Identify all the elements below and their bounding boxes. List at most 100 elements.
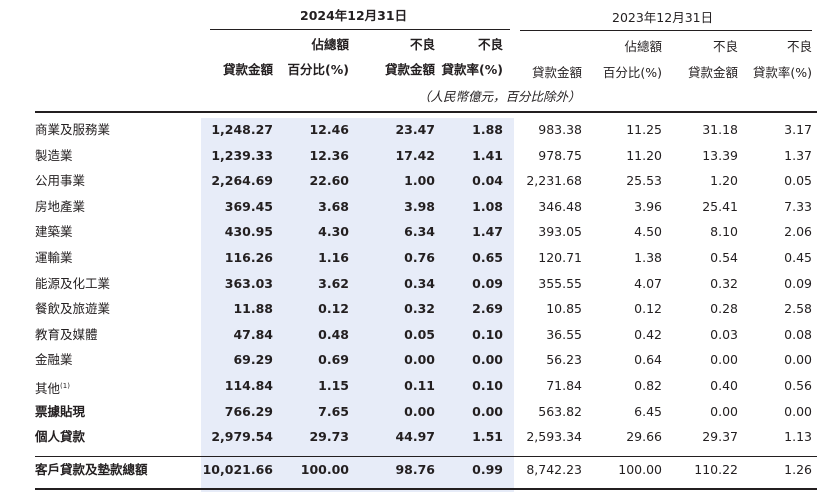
table-cell: 25.41	[702, 198, 738, 214]
row-label-text: 金融業	[35, 352, 73, 368]
table-cell: 2.58	[784, 301, 812, 317]
total-cell: 100.00	[300, 462, 349, 477]
table-cell: 11.88	[233, 301, 273, 317]
table-cell: 2.69	[472, 301, 503, 317]
table-cell: 8.10	[710, 224, 738, 240]
row-label: 運輸業	[35, 250, 73, 266]
table-cell: 0.00	[710, 403, 738, 419]
table-cell: 17.42	[395, 147, 435, 163]
table-cell: 3.17	[784, 122, 812, 137]
table-cell: 0.05	[784, 173, 812, 189]
table-cell: 0.42	[634, 326, 662, 342]
table-cell: 3.96	[634, 198, 662, 214]
row-label: 房地產業	[35, 199, 85, 215]
table-cell: 0.05	[404, 326, 435, 342]
table-cell: 114.84	[224, 378, 273, 393]
table-cell: 10.85	[546, 301, 582, 317]
table-cell: 1.16	[318, 250, 349, 265]
table-cell: 116.26	[224, 250, 273, 265]
table-cell: 7.33	[784, 198, 812, 214]
table-cell: 0.10	[472, 326, 503, 342]
table-row: 金融業 69.29 0.69 0.00 0.00 56.23 0.64 0.00 0.00	[0, 348, 830, 373]
table-row: 票據貼現 766.29 7.65 0.00 0.00 563.82 6.45 0.00 0.00	[0, 400, 830, 425]
table-cell: 1.20	[710, 173, 738, 189]
row-label-text: 個人貸款	[35, 429, 86, 445]
unit-note: （人民幣億元，百分比除外）	[418, 89, 581, 104]
table-cell: 6.34	[404, 224, 435, 240]
table-cell: 0.00	[784, 403, 812, 419]
table-cell: 369.45	[224, 198, 273, 214]
table-cell: 1.37	[784, 147, 812, 163]
header-2024-npl-bottom: 貸款金額	[384, 62, 435, 77]
table-cell: 36.55	[546, 326, 582, 342]
table-cell: 0.00	[472, 352, 503, 368]
table-cell: 0.09	[784, 275, 812, 291]
table-cell: 430.95	[224, 224, 273, 240]
row-label-text: 能源及化工業	[35, 275, 111, 291]
row-label-text: 公用事業	[35, 173, 86, 189]
row-label: 票據貼現	[35, 404, 85, 420]
header-bottom-rule	[35, 111, 817, 113]
table-cell: 71.84	[546, 378, 582, 393]
table-cell: 29.73	[309, 429, 349, 445]
table-cell: 563.82	[538, 403, 582, 419]
total-label: 客戶貸款及墊款總額	[35, 462, 148, 477]
table-bottom-rule	[35, 488, 817, 490]
table-cell: 3.62	[318, 275, 349, 291]
table-cell: 2.06	[784, 224, 812, 240]
row-label: 公用事業	[35, 173, 85, 189]
row-label: 個人貸款	[35, 429, 85, 445]
header-year-2023: 2023年12月31日	[612, 10, 714, 25]
table-cell: 0.45	[784, 250, 812, 265]
table-cell: 0.48	[318, 326, 349, 342]
table-row: 商業及服務業 1,248.27 12.46 23.47 1.88 983.38 11.25 3…	[0, 118, 830, 143]
row-label-text: 教育及媒體	[35, 326, 98, 342]
header-2023-nplr-bottom: 貸款率(%)	[752, 65, 812, 80]
table-cell: 1.15	[318, 378, 349, 393]
table-row: 能源及化工業 363.03 3.62 0.34 0.09 355.55 4.07 0.32 0.…	[0, 272, 830, 297]
row-label: 建築業	[35, 224, 73, 240]
table-cell: 2,593.34	[526, 429, 582, 445]
row-label-text: 製造業	[35, 147, 73, 163]
table-cell: 11.25	[626, 122, 662, 137]
table-cell: 0.09	[472, 275, 503, 291]
row-label: 其他(1)	[35, 378, 70, 397]
table-cell: 978.75	[538, 147, 582, 163]
table-cell: 4.30	[318, 224, 349, 240]
table-cell: 4.50	[634, 224, 662, 240]
table-cell: 983.38	[538, 122, 582, 137]
table-cell: 2,979.54	[211, 429, 273, 445]
table-cell: 47.84	[233, 326, 273, 342]
table-cell: 0.00	[404, 352, 435, 368]
header-2023-pct-bottom: 百分比(%)	[602, 65, 662, 80]
table-cell: 0.11	[404, 378, 435, 393]
row-label-text: 運輸業	[35, 250, 73, 265]
table-cell: 12.46	[309, 122, 349, 137]
table-cell: 44.97	[395, 429, 435, 445]
table-cell: 1.38	[634, 250, 662, 265]
table-cell: 1.51	[472, 429, 503, 445]
row-label-text: 房地產業	[35, 198, 86, 214]
table-cell: 1.88	[472, 122, 503, 137]
table-cell: 1,248.27	[211, 122, 273, 137]
header-2024-pct-top: 佔總額	[311, 37, 349, 52]
table-cell: 355.55	[538, 275, 582, 291]
table-cell: 0.65	[472, 250, 503, 265]
row-label-text: 商業及服務業	[35, 122, 111, 137]
total-top-rule	[35, 456, 817, 457]
table-cell: 6.45	[634, 403, 662, 419]
table-cell: 25.53	[626, 173, 662, 189]
header-2023-nplr-top: 不良	[786, 39, 812, 54]
table-cell: 1.08	[472, 198, 503, 214]
header-2024-loan: 貸款金額	[222, 62, 273, 77]
header-year-2024: 2024年12月31日	[300, 8, 408, 23]
table-cell: 0.64	[634, 352, 662, 368]
table-cell: 766.29	[224, 403, 273, 419]
table-cell: 0.56	[784, 378, 812, 393]
total-cell: 0.99	[472, 462, 503, 477]
table-cell: 0.28	[710, 301, 738, 317]
table-cell: 22.60	[309, 173, 349, 189]
total-cell: 98.76	[395, 462, 435, 477]
table-cell: 0.03	[710, 326, 738, 342]
table-cell: 1.00	[404, 173, 435, 189]
